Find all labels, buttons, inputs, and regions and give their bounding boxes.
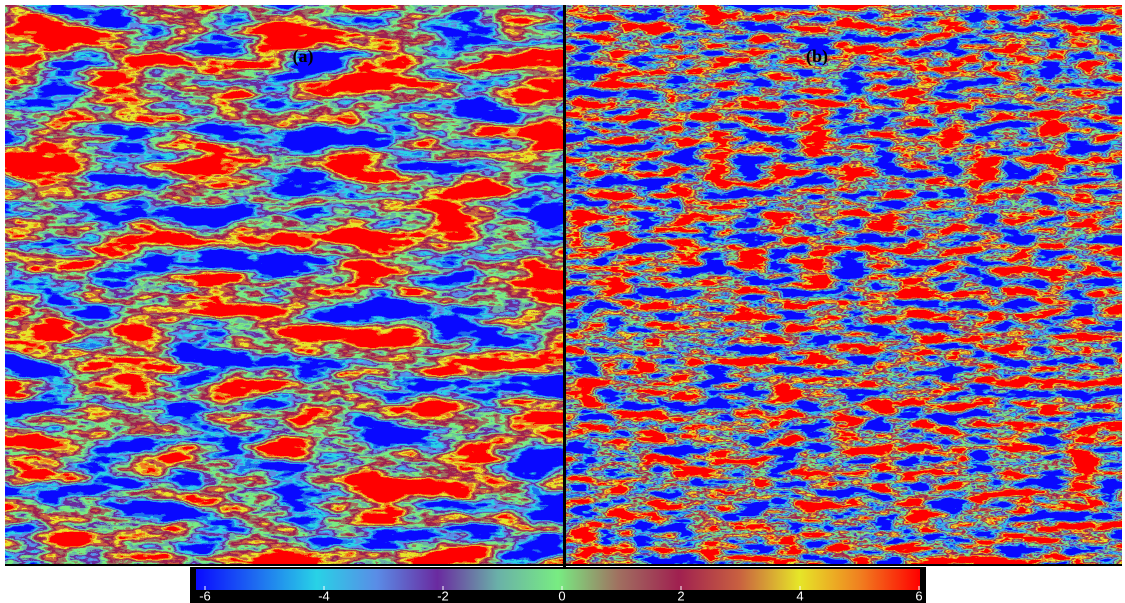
panel-label: (b): [806, 46, 828, 67]
bottom-border: [5, 564, 1122, 566]
colorbar-tick-label: 0: [558, 588, 565, 603]
field-panel-a: [5, 5, 563, 565]
colorbar-tick-label: 4: [796, 588, 803, 603]
colorbar-tick-label: -4: [318, 588, 330, 603]
colorbar-tick-label: 6: [915, 588, 922, 603]
panel-label: (a): [293, 46, 314, 67]
colorbar: [196, 569, 920, 590]
colorbar-tick-label: 2: [677, 588, 684, 603]
field-panel-b: [566, 5, 1122, 565]
divider: [563, 5, 566, 567]
colorbar-tick-label: -6: [199, 588, 211, 603]
colorbar-tick-label: -2: [437, 588, 449, 603]
